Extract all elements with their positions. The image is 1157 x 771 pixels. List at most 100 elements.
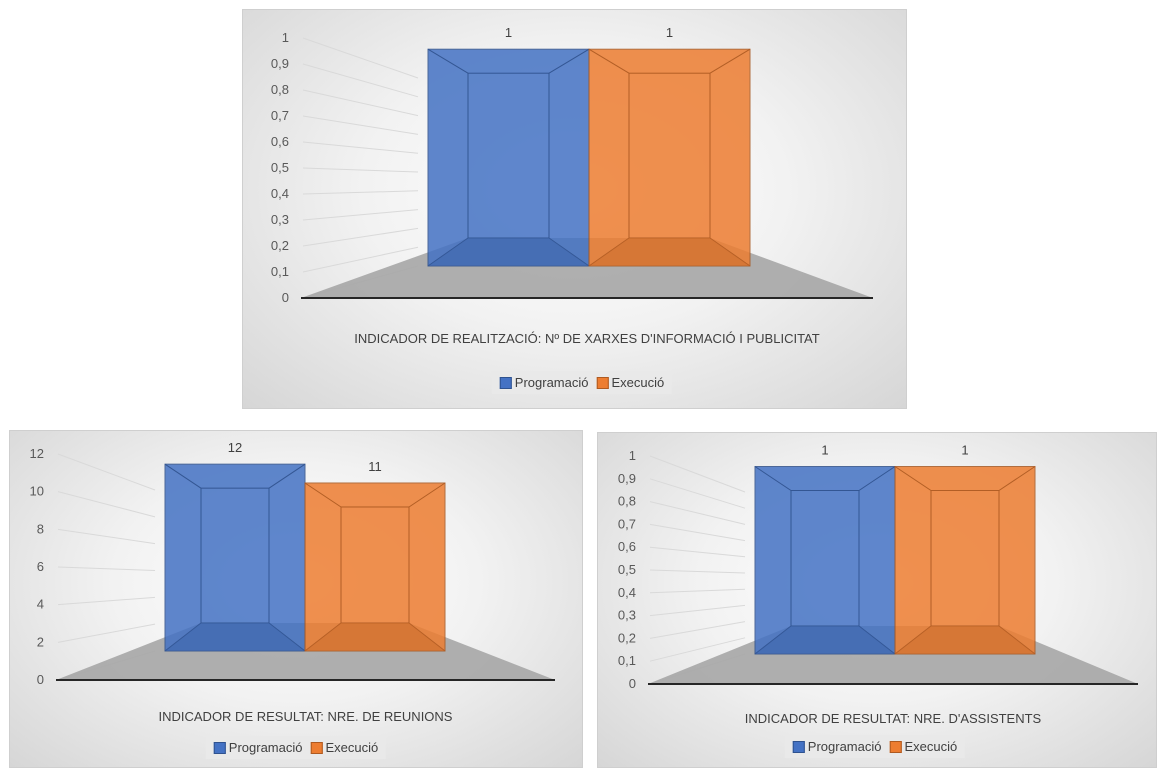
bar-execucio-bottom-face	[305, 623, 445, 651]
y-tick-label: 6	[37, 559, 44, 574]
gridline	[57, 566, 156, 571]
gridline	[649, 501, 746, 525]
legend-item-execucio: Execució	[889, 739, 957, 754]
legend-item-execucio: Execució	[310, 740, 378, 755]
bar-execucio-bottom-face	[895, 626, 1035, 654]
legend-label-programacio: Programació	[807, 739, 882, 754]
bar-programacio	[754, 466, 896, 655]
legend-swatch-programacio	[499, 376, 512, 389]
legend-label-execucio: Execució	[325, 740, 379, 755]
chart-legend: Programació Execució	[784, 735, 966, 758]
y-tick-label: 0,8	[618, 494, 636, 509]
gridline	[649, 523, 746, 542]
y-tick-label: 12	[30, 446, 44, 461]
y-tick-label: 0,3	[271, 212, 289, 227]
y-tick-label: 0,6	[271, 134, 289, 149]
gridline	[57, 453, 156, 491]
gridline	[649, 637, 746, 662]
chart-assistents: 0 0,1 0,2 0,3 0,4 0,5 0,6 0,7 0,8 0,9 1 1 1 INDICADOR…	[618, 443, 1138, 726]
gridline	[302, 115, 419, 135]
y-tick-label: 8	[37, 521, 44, 536]
chart-reunions: 0 2 4 6 8 10 12 12 11 INDICADOR DE RESULTAT: NRE.…	[30, 440, 555, 724]
gridline	[57, 491, 156, 518]
legend-item-programacio: Programació	[792, 739, 882, 754]
legend-label-programacio: Programació	[228, 740, 303, 755]
y-tick-label: 0,2	[271, 238, 289, 253]
data-label-execucio: 1	[666, 25, 673, 40]
chart-legend: Programació Execució	[491, 371, 673, 394]
bar-programacio-bottom-face	[755, 626, 895, 654]
data-label-programacio: 1	[505, 25, 512, 40]
gridline	[302, 141, 419, 154]
category-label: INDICADOR DE REALITZACIÓ: Nº DE XARXES D…	[354, 331, 819, 346]
bar-programacio-edge	[548, 48, 590, 74]
chart-legend: Programació Execució	[205, 736, 387, 759]
legend-item-execucio: Execució	[596, 375, 664, 390]
y-tick-label: 0,8	[271, 82, 289, 97]
gridline	[57, 528, 156, 545]
bar-execucio-edge	[588, 48, 630, 74]
y-tick-label: 4	[37, 597, 44, 612]
bar-programacio	[427, 48, 590, 267]
legend-item-programacio: Programació	[499, 375, 589, 390]
bar-execucio-edge	[894, 466, 932, 491]
gridline	[57, 596, 156, 606]
data-label-execucio: 11	[368, 459, 382, 474]
y-tick-label: 0	[629, 676, 636, 691]
gridline	[302, 167, 419, 173]
chart-xarxes: 0 0,1 0,2 0,3 0,4 0,5 0,6 0,7 0,8 0,9 1 1 1 INDICADOR…	[271, 25, 873, 346]
y-tick-label: 0,4	[271, 186, 289, 201]
y-tick-label: 1	[629, 448, 636, 463]
gridline	[649, 604, 746, 617]
data-label-programacio: 1	[821, 443, 828, 458]
gridline	[302, 37, 419, 79]
gridline	[302, 227, 419, 247]
y-tick-label: 0	[37, 672, 44, 687]
legend-label-programacio: Programació	[514, 375, 589, 390]
y-tick-label: 0,5	[271, 160, 289, 175]
y-tick-label: 0,6	[618, 539, 636, 554]
chart-panel-xarxes: 0 0,1 0,2 0,3 0,4 0,5 0,6 0,7 0,8 0,9 1 1 1 INDICADOR…	[242, 9, 907, 409]
y-tick-label: 0	[282, 290, 289, 305]
y-tick-label: 0,9	[618, 471, 636, 486]
legend-item-programacio: Programació	[213, 740, 303, 755]
gridline	[649, 478, 746, 509]
bar-programacio-edge	[858, 466, 896, 491]
chart-panel-reunions: 0 2 4 6 8 10 12 12 11 INDICADOR DE RESULTAT: NRE.…	[9, 430, 583, 768]
bar-programacio-bottom-face	[165, 623, 305, 651]
bar-execucio-edge	[304, 482, 342, 508]
y-tick-label: 2	[37, 634, 44, 649]
bar-programacio-edge	[754, 466, 792, 491]
legend-label-execucio: Execució	[611, 375, 665, 390]
y-tick-label: 0,3	[618, 608, 636, 623]
legend-label-execucio: Execució	[904, 739, 958, 754]
gridline	[649, 588, 746, 594]
y-tick-label: 0,4	[618, 585, 636, 600]
category-label: INDICADOR DE RESULTAT: NRE. D'ASSISTENTS	[745, 711, 1042, 726]
gridline	[302, 89, 419, 117]
y-tick-label: 0,7	[271, 108, 289, 123]
gridline	[302, 63, 419, 98]
gridline	[649, 621, 746, 639]
legend-swatch-execucio	[889, 740, 902, 753]
y-tick-label: 0,2	[618, 630, 636, 645]
y-tick-label: 0,9	[271, 56, 289, 71]
gridline	[302, 190, 419, 195]
legend-swatch-programacio	[213, 741, 226, 754]
bar-execucio-edge	[998, 466, 1036, 491]
bar-execucio-edge	[709, 48, 751, 74]
gridline	[302, 209, 419, 221]
bar-programacio-edge	[427, 48, 469, 74]
gridline	[302, 246, 419, 273]
data-label-execucio: 1	[961, 443, 968, 458]
bar-execucio	[588, 48, 751, 267]
y-tick-label: 0,1	[271, 264, 289, 279]
bar-programacio-bottom-face	[428, 238, 589, 266]
legend-swatch-programacio	[792, 740, 805, 753]
gridline	[649, 546, 746, 558]
y-tick-label: 10	[30, 484, 44, 499]
bar-programacio	[164, 463, 306, 652]
bar-programacio-edge	[164, 463, 202, 489]
legend-swatch-execucio	[596, 376, 609, 389]
bar-execucio-edge	[408, 482, 446, 508]
